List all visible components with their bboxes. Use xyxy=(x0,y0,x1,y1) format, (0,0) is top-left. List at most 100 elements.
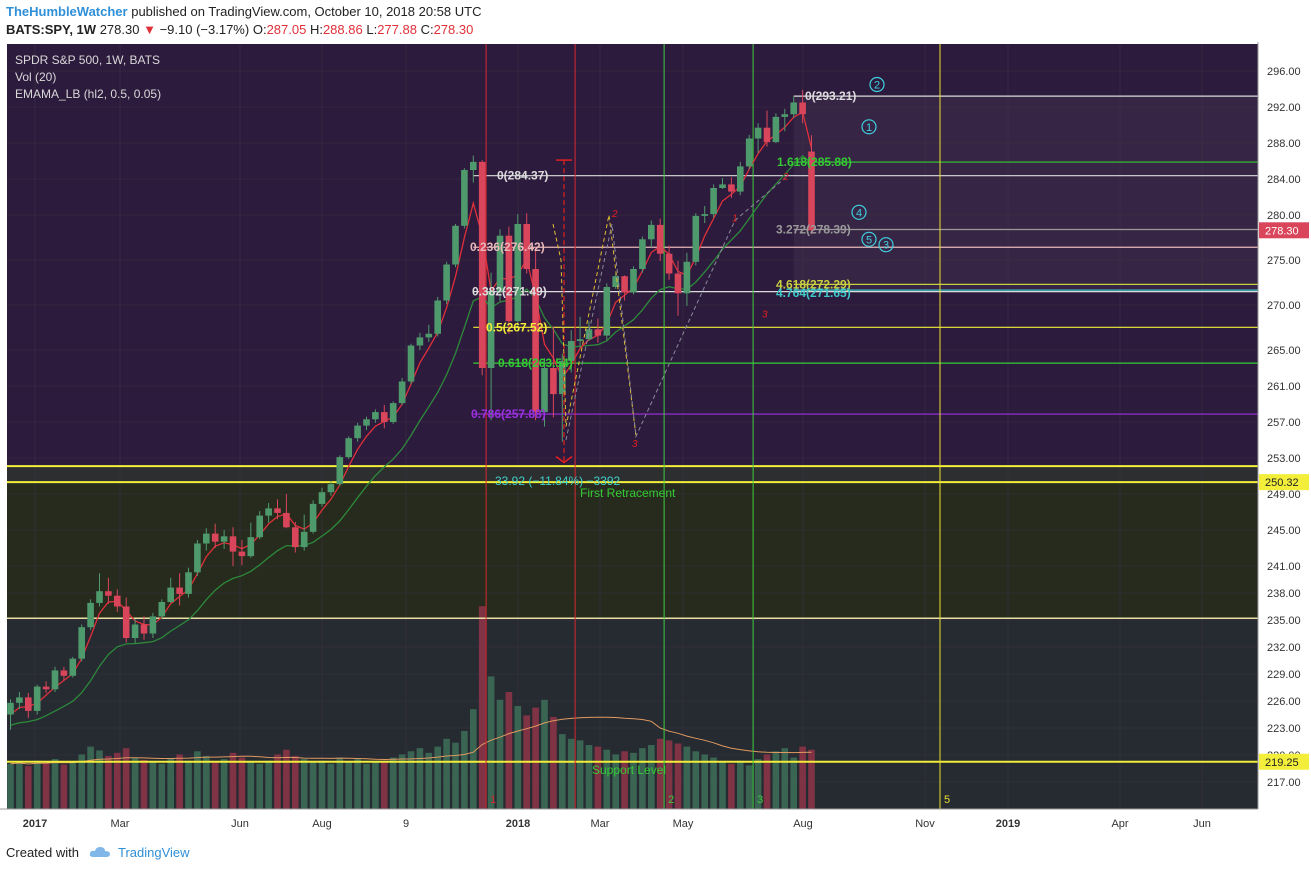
volume-bar xyxy=(790,757,797,809)
zigzag-yellow xyxy=(552,214,637,437)
wave-circle-label: 1 xyxy=(861,119,877,135)
volume-bar xyxy=(692,751,700,809)
volume-bar xyxy=(114,752,121,809)
candle-body xyxy=(612,276,619,287)
candle-body xyxy=(674,273,682,294)
small-wave-label: 2 xyxy=(782,172,789,183)
candle-body xyxy=(461,170,468,226)
volume-bar xyxy=(576,740,584,809)
volume-bar xyxy=(51,759,59,809)
candle-body xyxy=(443,264,450,301)
open-value: 287.05 xyxy=(266,22,307,37)
candle-body xyxy=(327,484,335,493)
candle-body xyxy=(238,551,246,557)
volume-bar xyxy=(514,706,522,809)
price-tick-label: 232.00 xyxy=(1267,642,1301,654)
fib-level-label: 0.236(276.42) xyxy=(470,240,545,254)
price-tag-bg xyxy=(1259,474,1309,491)
first-retracement-label: First Retracement xyxy=(580,486,676,500)
candle-body xyxy=(25,697,32,711)
fib-level-label: 4.618(272.29) xyxy=(776,277,851,291)
price-tick-label: 261.00 xyxy=(1267,381,1301,393)
candle-body xyxy=(176,587,183,594)
volume-bar xyxy=(683,746,691,809)
volume-bar xyxy=(69,761,77,809)
cycle-number-label: 1 xyxy=(490,794,496,806)
candle-body xyxy=(51,670,59,690)
wave-circle-label: 5 xyxy=(861,231,877,247)
candle-body xyxy=(790,102,797,115)
candle-body xyxy=(532,269,539,413)
volume-bar xyxy=(398,754,406,809)
candle-body xyxy=(78,627,85,659)
volume-bar xyxy=(203,755,210,809)
price-tick-label: 288.00 xyxy=(1267,138,1301,150)
candle-body xyxy=(799,102,806,115)
volume-bar xyxy=(60,764,68,809)
zigzag-grey xyxy=(565,176,787,441)
volume-bar xyxy=(443,738,450,809)
volume-bar xyxy=(167,758,174,809)
volume-bar xyxy=(327,763,335,809)
candle-body xyxy=(692,215,700,262)
candle-body xyxy=(7,702,14,715)
time-tick-label: Aug xyxy=(793,818,813,830)
volume-bar xyxy=(781,748,789,809)
volume-bar xyxy=(256,763,263,809)
volume-bar xyxy=(701,754,708,809)
volume-bar xyxy=(603,749,611,809)
volume-bar xyxy=(452,742,459,809)
arrow-down-icon xyxy=(555,455,573,464)
price-chart[interactable]: 0(293.21) 1.618(285.88) 0(284.37) 3.272(278… xyxy=(0,42,1311,834)
candle-body xyxy=(363,419,370,426)
volume-bar xyxy=(532,707,539,809)
candle-body xyxy=(256,515,263,538)
tradingview-link[interactable]: TradingView xyxy=(118,845,190,860)
volume-bar xyxy=(478,606,486,809)
support-level-label: Support Level xyxy=(592,763,666,777)
candle-body xyxy=(131,624,139,638)
candle-body xyxy=(381,412,388,422)
low-value: 277.88 xyxy=(377,22,417,37)
candle-body xyxy=(603,287,611,336)
candle-body xyxy=(407,345,415,382)
volume-bar xyxy=(318,760,326,809)
fib-level-label: 0.5(267.52) xyxy=(486,320,547,334)
volume-bar xyxy=(505,692,513,809)
price-tag-bg xyxy=(1259,753,1309,770)
volume-bar xyxy=(292,755,299,809)
middle-zone xyxy=(7,482,1258,619)
candle-body xyxy=(372,412,379,420)
candle-body xyxy=(354,425,361,439)
close-label: C: xyxy=(420,22,434,37)
candle-body xyxy=(336,457,344,485)
volume-bar xyxy=(220,759,228,809)
volume-bar xyxy=(567,738,575,809)
candle-body xyxy=(808,151,815,231)
volume-bar xyxy=(16,762,23,809)
fib-level-label: 1.618(285.88) xyxy=(777,155,852,169)
candle-body xyxy=(781,114,789,117)
author-link[interactable]: TheHumbleWatcher xyxy=(6,4,128,19)
candle-body xyxy=(754,127,762,139)
volume-ma-line xyxy=(10,716,812,765)
volume-bar xyxy=(105,755,112,809)
volume-bar xyxy=(149,762,157,809)
candle-body xyxy=(745,138,753,167)
volume-bar xyxy=(194,751,201,809)
fib-level-label: 4.764(271.65) xyxy=(776,286,851,300)
volume-bar xyxy=(434,746,441,809)
candle-body xyxy=(87,602,94,628)
candle-body xyxy=(318,492,326,504)
volume-bar xyxy=(728,763,735,809)
volume-bar xyxy=(131,757,139,809)
volume-bar xyxy=(211,762,219,809)
volume-bar xyxy=(621,751,628,809)
candle-body xyxy=(425,333,433,338)
fib-level-label: 0.786(257.88) xyxy=(471,407,546,421)
cycle-number-label: 2 xyxy=(668,794,674,806)
time-tick-label: Mar xyxy=(591,818,610,830)
small-wave-label: 1 xyxy=(732,213,738,224)
candle-body xyxy=(523,224,530,269)
created-with-text: Created with xyxy=(6,845,79,860)
